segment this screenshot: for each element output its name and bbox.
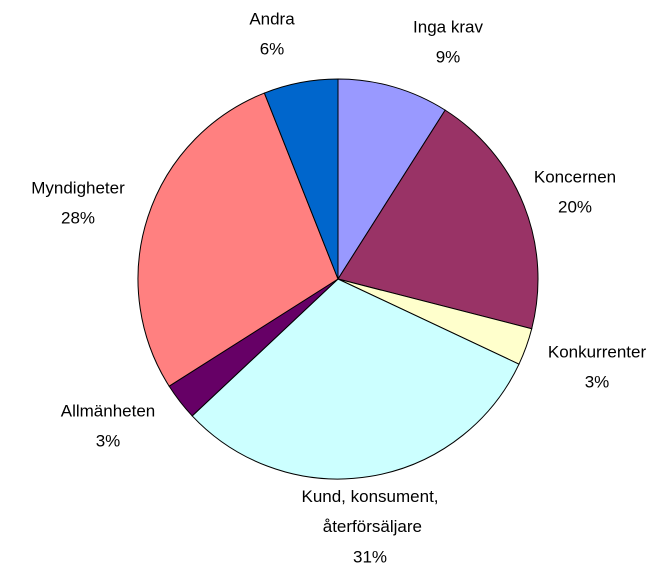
pie-slice (137, 92, 339, 387)
slice-label: Koncernen (534, 167, 616, 186)
slice-label: Myndigheter (31, 178, 125, 197)
slice-value-label: 28% (61, 208, 95, 227)
pie-slice (263, 78, 339, 280)
pie-slice (337, 109, 539, 330)
slice-label: Konkurrenter (548, 342, 647, 361)
slice-value-label: 31% (353, 547, 387, 566)
slice-label: Inga krav (413, 17, 483, 36)
slice-label: Kund, konsument, återförsäljare (301, 487, 438, 536)
slice-value-label: 3% (96, 431, 121, 450)
slice-value-label: 9% (436, 47, 461, 66)
slice-label: Andra (249, 9, 295, 28)
slice-value-label: 3% (585, 372, 610, 391)
pie-slice (191, 278, 520, 480)
pie-slice (337, 78, 446, 281)
slice-value-label: 6% (260, 39, 285, 58)
slice-value-label: 20% (558, 197, 592, 216)
slice-label: Allmänheten (61, 401, 156, 420)
